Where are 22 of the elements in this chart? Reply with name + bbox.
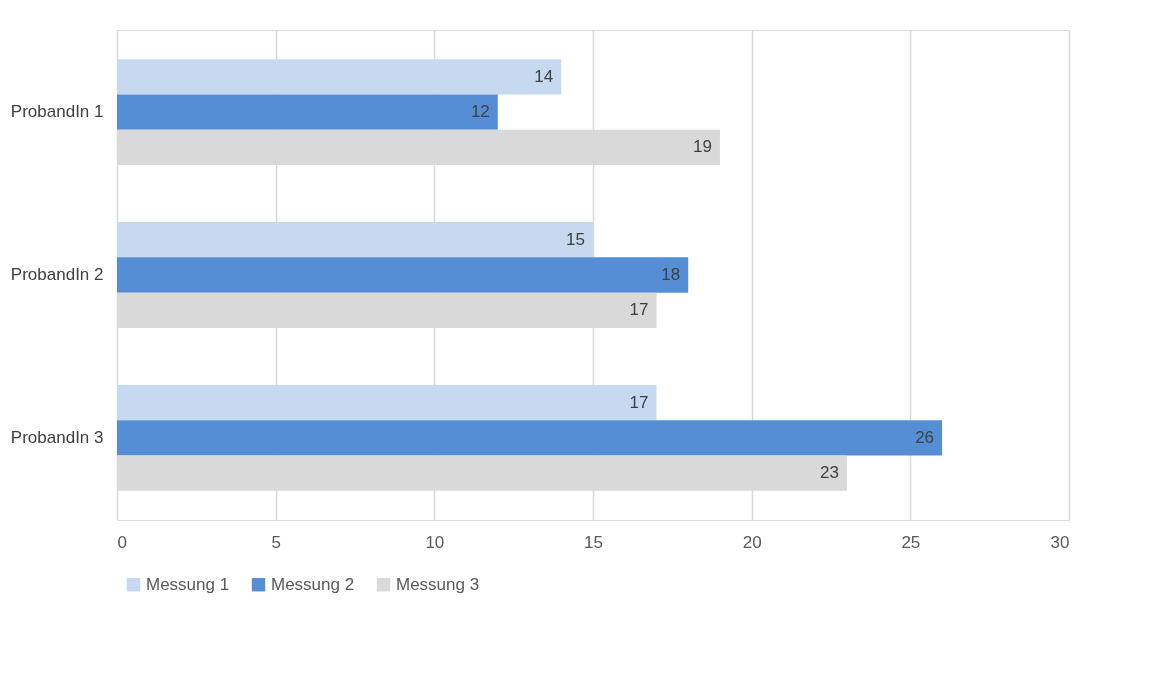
x-tick-label: 10 — [425, 532, 445, 552]
data-label: 18 — [661, 265, 681, 284]
legend-label: Messung 2 — [271, 574, 355, 594]
data-label: 17 — [629, 300, 649, 320]
data-label: 23 — [819, 463, 839, 483]
x-tick-label: 0 — [117, 532, 127, 552]
y-tick-label: ProbandIn 2 — [10, 265, 104, 284]
data-label: 19 — [693, 137, 712, 157]
x-tick-label: 15 — [584, 532, 603, 552]
data-label: 12 — [470, 102, 490, 122]
data-label: 15 — [566, 229, 585, 249]
legend-label: Messung 1 — [146, 574, 230, 594]
x-tick-label: 20 — [742, 532, 762, 552]
legend-label: Messung 3 — [396, 574, 480, 594]
x-tick-label: 5 — [271, 532, 281, 552]
x-tick-label: 30 — [1050, 532, 1070, 552]
data-label: 17 — [629, 392, 649, 412]
y-tick-label: ProbandIn 1 — [10, 102, 104, 122]
data-label: 26 — [915, 427, 935, 447]
data-label: 14 — [534, 66, 554, 86]
y-tick-label: ProbandIn 3 — [10, 427, 104, 447]
x-tick-label: 25 — [901, 532, 921, 552]
